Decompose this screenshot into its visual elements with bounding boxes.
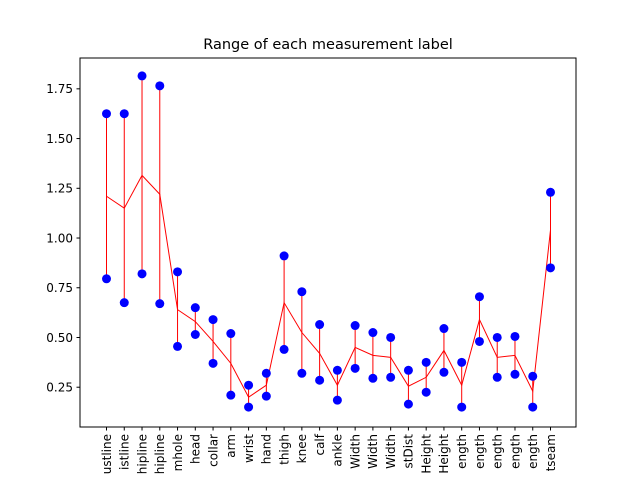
y-axis: 0.25 0.50 0.75 1.00 1.25 1.50 1.75 xyxy=(46,82,80,395)
min-point xyxy=(386,372,396,382)
min-point xyxy=(368,373,378,383)
x-tick-label: Width xyxy=(348,434,362,469)
max-point xyxy=(119,109,129,119)
y-tick-label: 1.25 xyxy=(46,182,73,196)
x-tick-label: stDist xyxy=(402,434,416,469)
range-lines xyxy=(106,75,551,408)
max-point xyxy=(137,71,147,81)
x-tick-label: arm xyxy=(224,434,238,458)
max-point xyxy=(155,81,165,91)
x-tick-label: ankle xyxy=(331,434,345,467)
min-point xyxy=(492,372,502,382)
x-tick-label: hipline xyxy=(135,434,149,474)
max-point xyxy=(510,331,520,341)
data-points xyxy=(102,71,555,412)
min-point xyxy=(261,391,271,401)
x-tick-label: ength xyxy=(526,434,540,469)
min-point xyxy=(457,402,467,412)
min-point xyxy=(297,368,307,378)
max-point xyxy=(332,365,342,375)
max-point xyxy=(297,287,307,297)
x-tick-label: wrist xyxy=(242,434,256,463)
x-tick-label: ength xyxy=(491,434,505,469)
plot-frame xyxy=(79,57,577,428)
max-point xyxy=(102,109,111,119)
max-point xyxy=(439,324,449,334)
min-point xyxy=(244,402,254,412)
max-point xyxy=(474,292,484,302)
min-point xyxy=(403,399,413,409)
min-point xyxy=(439,367,449,377)
max-point xyxy=(528,371,538,381)
chart-title: Range of each measurement label xyxy=(203,37,453,53)
x-tick-label: ength xyxy=(508,434,522,469)
x-tick-label: tseam xyxy=(544,434,558,471)
min-point xyxy=(528,402,538,412)
min-point xyxy=(119,298,129,308)
max-point xyxy=(350,321,360,331)
x-tick-label: Height xyxy=(419,434,433,474)
x-tick-label: ustline xyxy=(100,434,114,474)
min-point xyxy=(421,387,431,397)
max-point xyxy=(190,303,200,313)
y-tick-label: 0.75 xyxy=(46,281,73,295)
min-point xyxy=(208,358,218,368)
x-tick-label: hipline xyxy=(153,434,167,474)
max-point xyxy=(492,332,502,342)
x-tick-label: mhole xyxy=(171,434,185,471)
max-point xyxy=(279,251,289,261)
max-point xyxy=(261,368,271,378)
y-tick-label: 0.25 xyxy=(46,381,73,395)
x-tick-label: Height xyxy=(437,434,451,474)
mean-line xyxy=(106,174,551,398)
x-axis: ustline istline hipline hipline mhole head col… xyxy=(100,427,558,474)
min-point xyxy=(226,390,236,400)
min-point xyxy=(102,274,111,284)
y-tick-label: 0.50 xyxy=(46,331,73,345)
min-point xyxy=(315,375,325,385)
x-tick-label: Width xyxy=(384,434,398,469)
min-point xyxy=(510,369,520,379)
min-point xyxy=(546,263,555,273)
max-point xyxy=(403,365,413,375)
min-point xyxy=(474,336,484,346)
min-point xyxy=(155,299,165,309)
y-tick-label: 1.75 xyxy=(46,82,73,96)
x-tick-label: head xyxy=(189,434,203,464)
max-point xyxy=(457,357,467,367)
x-tick-label: Width xyxy=(366,434,380,469)
min-point xyxy=(279,344,289,354)
max-point xyxy=(368,328,378,338)
max-point xyxy=(386,332,396,342)
y-tick-label: 1.50 xyxy=(46,132,73,146)
x-tick-label: collar xyxy=(206,434,220,467)
x-tick-label: ength xyxy=(455,434,469,469)
x-tick-label: hand xyxy=(260,434,274,464)
x-tick-label: knee xyxy=(295,434,309,463)
x-tick-label: thigh xyxy=(277,434,291,465)
max-point xyxy=(315,320,325,330)
min-point xyxy=(190,330,200,340)
x-tick-label: istline xyxy=(118,434,132,470)
max-point xyxy=(546,187,555,197)
max-point xyxy=(244,380,254,390)
max-point xyxy=(173,267,183,277)
max-point xyxy=(226,329,236,339)
max-point xyxy=(208,315,218,325)
min-point xyxy=(332,395,342,405)
x-tick-label: calf xyxy=(313,433,327,455)
min-point xyxy=(137,269,147,279)
min-point xyxy=(173,341,183,351)
x-tick-label: ength xyxy=(473,434,487,469)
max-point xyxy=(421,357,431,367)
min-point xyxy=(350,363,360,373)
y-tick-label: 1.00 xyxy=(46,231,73,245)
